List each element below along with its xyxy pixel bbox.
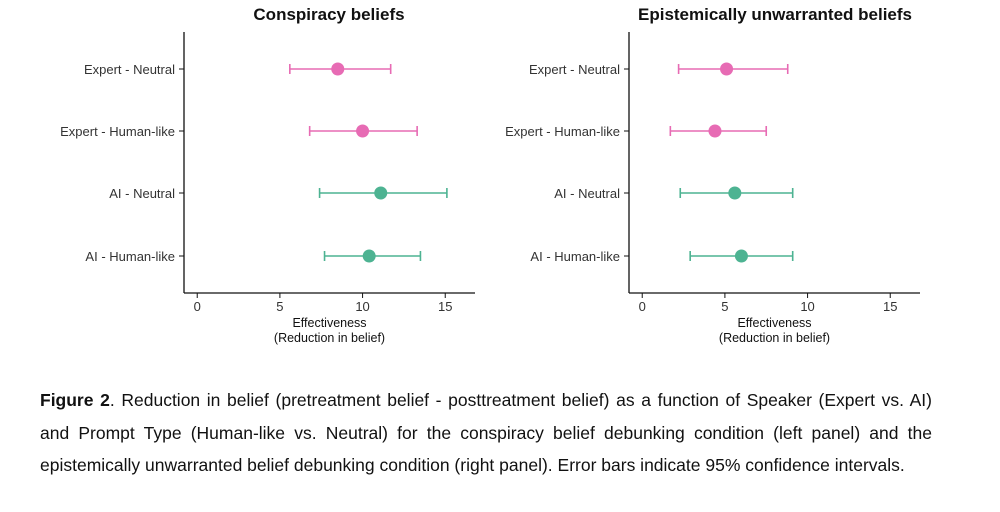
panel1-x-tick-label: 15 <box>438 299 452 314</box>
panel1-point <box>331 62 345 76</box>
panel1-y-tick-label: Expert - Neutral <box>84 62 175 77</box>
panel2-x-axis-sublabel: (Reduction in belief) <box>719 331 830 345</box>
panel1-point <box>356 124 370 138</box>
panel1-point <box>374 186 388 200</box>
panel1-x-tick-label: 0 <box>194 299 201 314</box>
panel2-y-tick-label: Expert - Human-like <box>505 124 620 139</box>
figure-caption: Figure 2. Reduction in belief (pretreatm… <box>40 384 932 482</box>
panel2-point <box>708 124 722 138</box>
panel2-point <box>728 186 742 200</box>
panel1-x-tick-label: 10 <box>355 299 369 314</box>
panel2-x-tick-label: 0 <box>639 299 646 314</box>
panel2-x-tick-label: 15 <box>883 299 897 314</box>
panel1-title: Conspiracy beliefs <box>253 5 404 24</box>
panel2-y-tick-label: AI - Neutral <box>554 186 620 201</box>
panel2-y-tick-label: AI - Human-like <box>530 249 620 264</box>
panel1-x-axis-label: Effectiveness <box>292 316 366 330</box>
panel1-y-tick-label: AI - Human-like <box>85 249 175 264</box>
panel2-point <box>720 62 734 76</box>
panel1-y-tick-label: AI - Neutral <box>109 186 175 201</box>
panel2-x-axis-label: Effectiveness <box>737 316 811 330</box>
panel1-point <box>362 249 376 263</box>
panel2-title: Epistemically unwarranted beliefs <box>638 5 912 24</box>
caption-label: Figure 2 <box>40 390 110 410</box>
panel1-x-tick-label: 5 <box>276 299 283 314</box>
panel2-point <box>734 249 748 263</box>
panel1-y-tick-label: Expert - Human-like <box>60 124 175 139</box>
panel1-x-axis-sublabel: (Reduction in belief) <box>274 331 385 345</box>
caption-text: . Reduction in belief (pretreatment beli… <box>40 390 933 475</box>
panel2-y-tick-label: Expert - Neutral <box>529 62 620 77</box>
panel2-x-tick-label: 5 <box>721 299 728 314</box>
panel2-x-tick-label: 10 <box>800 299 814 314</box>
